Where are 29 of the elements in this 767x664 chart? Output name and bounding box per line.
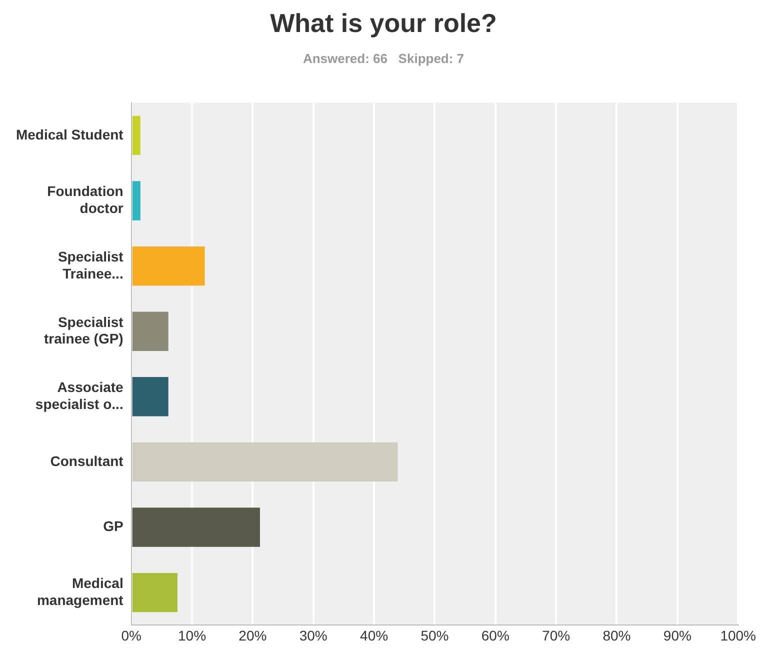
x-tick-label: 50%: [420, 627, 449, 644]
x-tick-label: 40%: [360, 627, 388, 644]
x-tick-label: 90%: [663, 627, 692, 644]
x-tick-label: 60%: [481, 627, 510, 644]
x-tick-label: 80%: [602, 627, 631, 644]
chart-title: What is your role?: [269, 8, 498, 39]
y-tick-label: Specialist Trainee...: [58, 248, 124, 282]
y-tick-label: Specialist trainee (GP): [44, 314, 124, 347]
bar: [132, 508, 260, 547]
bar: [132, 572, 178, 612]
x-tick-label: 20%: [238, 627, 267, 644]
bar: [132, 181, 140, 220]
bar: [132, 442, 398, 482]
y-tick-label: Associate specialist o...: [35, 379, 124, 412]
y-tick-label: GP: [103, 518, 124, 534]
y-tick-label: Consultant: [50, 452, 124, 469]
x-tick-label: 70%: [542, 627, 570, 644]
bar: [132, 377, 168, 416]
bar: [132, 246, 205, 286]
bar: [132, 312, 168, 351]
x-tick-label: 100%: [720, 627, 756, 644]
x-tick-label: 30%: [299, 627, 328, 644]
x-tick-label: 10%: [178, 627, 206, 644]
bar: [132, 116, 140, 156]
y-tick-label: Medical management: [36, 575, 124, 608]
chart-subtitle: Answered: 66 Skipped: 7: [302, 51, 466, 66]
x-tick-label: 0%: [121, 627, 142, 644]
y-tick-label: Medical Student: [16, 126, 124, 142]
y-tick-label: Foundation doctor: [47, 183, 124, 216]
